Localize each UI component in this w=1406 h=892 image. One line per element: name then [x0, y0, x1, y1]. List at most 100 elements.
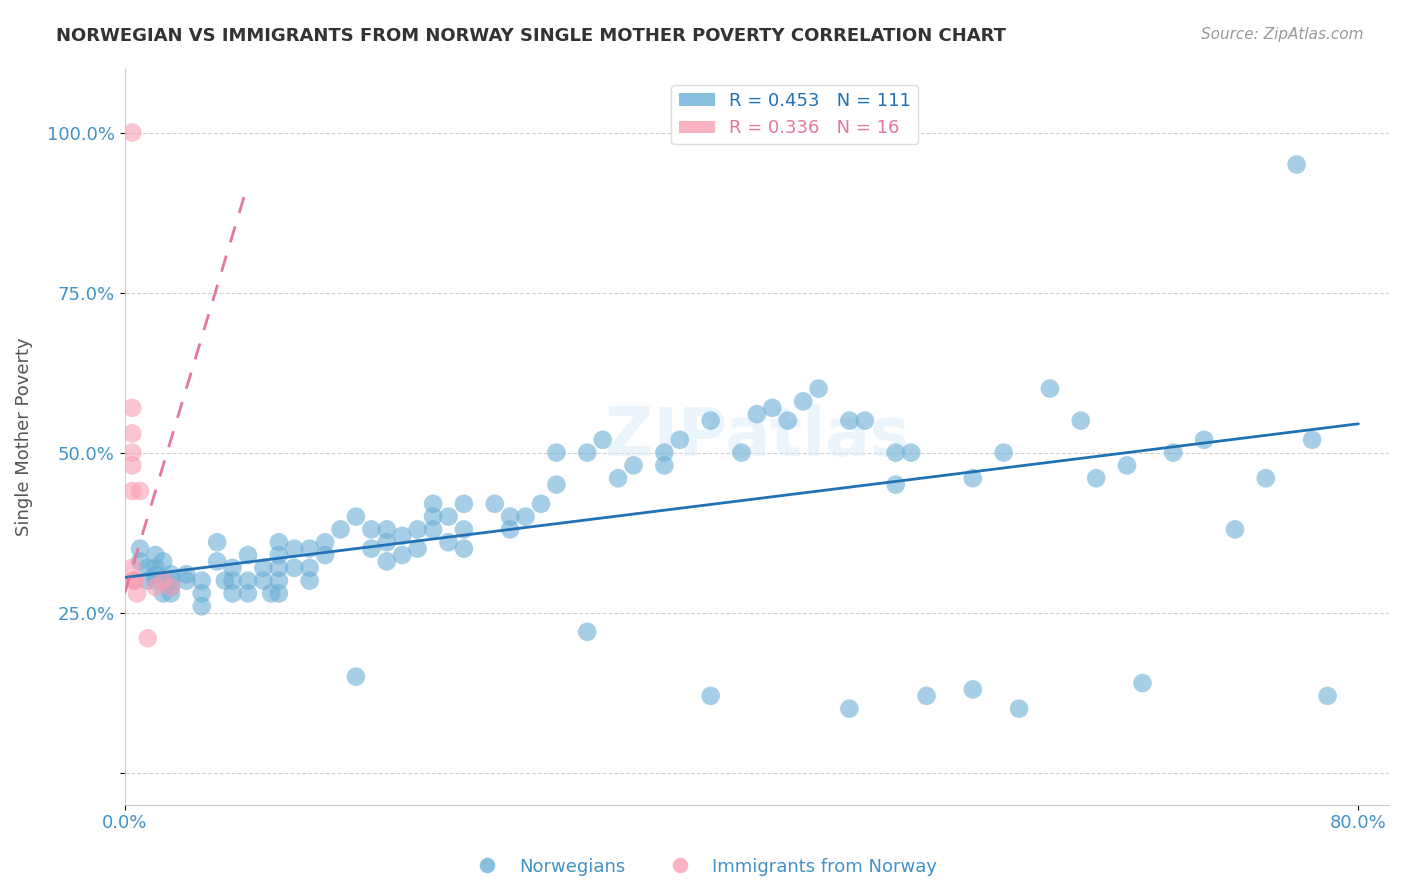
Point: [1161, 445, 1184, 459]
Point: [252, 561, 274, 575]
Point: [668, 433, 690, 447]
Text: NORWEGIAN VS IMMIGRANTS FROM NORWAY SINGLE MOTHER POVERTY CORRELATION CHART: NORWEGIAN VS IMMIGRANTS FROM NORWAY SING…: [56, 27, 1007, 45]
Point: [160, 567, 183, 582]
Point: [125, 586, 148, 600]
Point: [1132, 676, 1154, 690]
Point: [176, 567, 198, 582]
Point: [1301, 433, 1323, 447]
Point: [344, 670, 367, 684]
Point: [160, 574, 183, 588]
Point: [236, 574, 259, 588]
Point: [160, 580, 183, 594]
Point: [884, 445, 907, 459]
Point: [176, 574, 198, 588]
Point: [298, 574, 321, 588]
Point: [136, 574, 159, 588]
Point: [391, 529, 413, 543]
Point: [121, 458, 143, 473]
Point: [236, 586, 259, 600]
Point: [1192, 433, 1215, 447]
Point: [437, 535, 460, 549]
Legend: R = 0.453   N = 111, R = 0.336   N = 16: R = 0.453 N = 111, R = 0.336 N = 16: [672, 85, 918, 145]
Point: [190, 574, 212, 588]
Point: [437, 509, 460, 524]
Point: [838, 414, 860, 428]
Point: [699, 689, 721, 703]
Point: [375, 554, 398, 568]
Point: [1039, 382, 1062, 396]
Point: [422, 509, 444, 524]
Point: [453, 541, 475, 556]
Point: [499, 509, 522, 524]
Point: [160, 586, 183, 600]
Point: [314, 535, 336, 549]
Point: [792, 394, 814, 409]
Point: [122, 574, 145, 588]
Point: [530, 497, 553, 511]
Point: [993, 445, 1015, 459]
Point: [236, 548, 259, 562]
Point: [145, 567, 167, 582]
Point: [1254, 471, 1277, 485]
Point: [499, 523, 522, 537]
Point: [190, 599, 212, 614]
Point: [145, 561, 167, 575]
Point: [329, 523, 352, 537]
Point: [745, 407, 768, 421]
Point: [260, 586, 283, 600]
Point: [145, 580, 167, 594]
Point: [152, 586, 174, 600]
Point: [838, 701, 860, 715]
Point: [121, 483, 143, 498]
Point: [221, 574, 243, 588]
Point: [422, 497, 444, 511]
Point: [546, 477, 568, 491]
Point: [221, 561, 243, 575]
Point: [1008, 701, 1031, 715]
Point: [121, 126, 143, 140]
Point: [145, 574, 167, 588]
Point: [283, 561, 305, 575]
Text: Source: ZipAtlas.com: Source: ZipAtlas.com: [1201, 27, 1364, 42]
Point: [654, 445, 676, 459]
Point: [221, 586, 243, 600]
Point: [654, 458, 676, 473]
Point: [129, 541, 152, 556]
Point: [267, 586, 290, 600]
Point: [152, 554, 174, 568]
Point: [406, 523, 429, 537]
Point: [267, 561, 290, 575]
Point: [962, 682, 984, 697]
Point: [267, 535, 290, 549]
Point: [962, 471, 984, 485]
Point: [344, 509, 367, 524]
Point: [124, 574, 146, 588]
Y-axis label: Single Mother Poverty: Single Mother Poverty: [15, 337, 32, 536]
Point: [1116, 458, 1139, 473]
Point: [267, 574, 290, 588]
Point: [391, 548, 413, 562]
Point: [121, 426, 143, 441]
Point: [283, 541, 305, 556]
Point: [121, 445, 143, 459]
Point: [1316, 689, 1339, 703]
Text: ZIPatlas: ZIPatlas: [605, 403, 910, 469]
Point: [915, 689, 938, 703]
Point: [360, 523, 382, 537]
Point: [484, 497, 506, 511]
Point: [1223, 523, 1246, 537]
Point: [453, 497, 475, 511]
Point: [152, 574, 174, 588]
Point: [576, 624, 599, 639]
Point: [884, 477, 907, 491]
Point: [136, 632, 159, 646]
Point: [205, 535, 228, 549]
Point: [160, 580, 183, 594]
Point: [129, 554, 152, 568]
Point: [546, 445, 568, 459]
Point: [214, 574, 236, 588]
Point: [699, 414, 721, 428]
Point: [623, 458, 645, 473]
Point: [761, 401, 783, 415]
Point: [129, 483, 152, 498]
